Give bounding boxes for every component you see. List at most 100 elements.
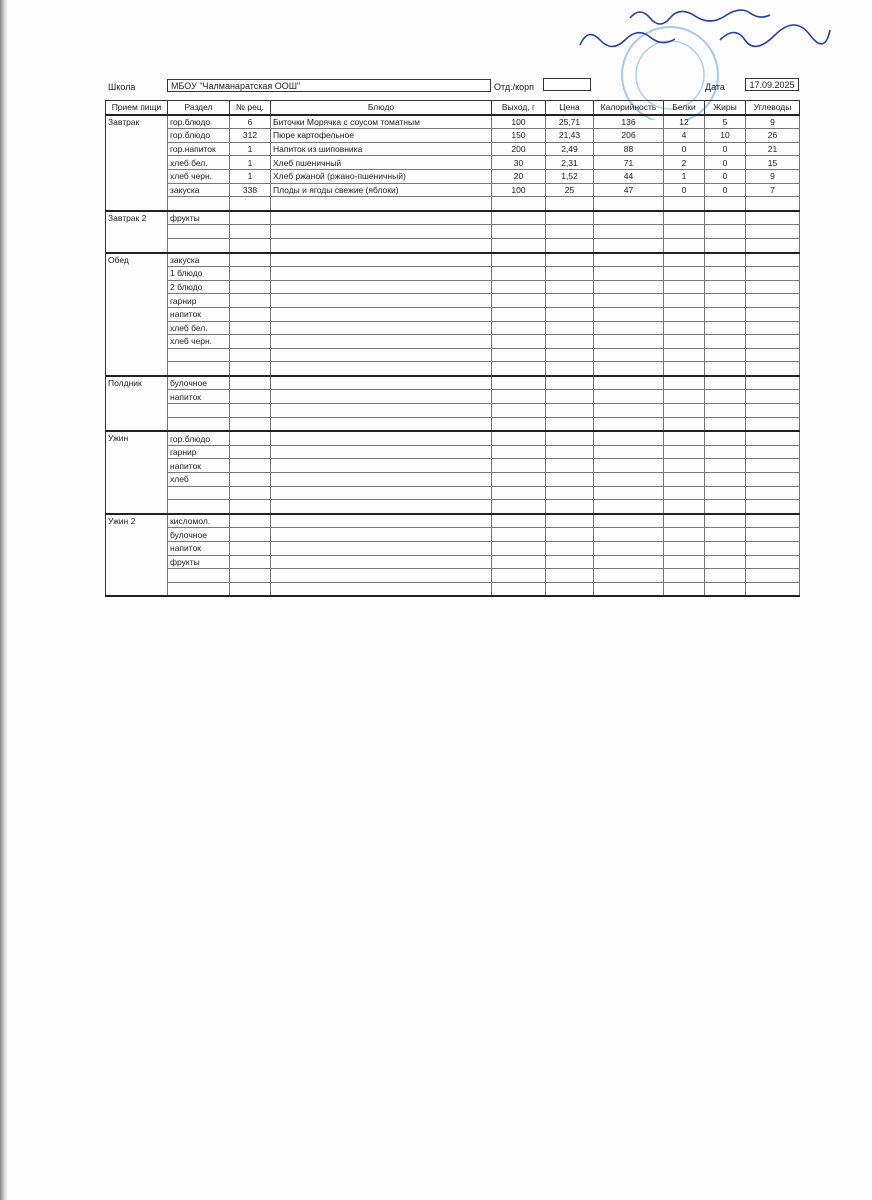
cell-dish: Плоды и ягоды свежие (яблоки) (270, 182, 492, 198)
column-header-protein: Белки (663, 99, 705, 116)
cell-carbs (745, 196, 800, 212)
cell-price (545, 306, 594, 322)
cell-section (167, 499, 230, 515)
cell-recipe-no (229, 416, 271, 432)
table-row: напиток (106, 541, 800, 556)
cell-fat (704, 237, 746, 254)
cell-fat: 5 (704, 113, 746, 130)
cell-price (545, 512, 594, 529)
cell-section: напиток (167, 458, 230, 474)
cell-yield (491, 403, 546, 418)
table-row (106, 581, 800, 597)
cell-dish (270, 361, 492, 377)
cell-calories (593, 554, 664, 570)
cell-section: хлеб бел. (167, 155, 230, 170)
cell-recipe-no (229, 554, 271, 570)
cell-section: гор.блюдо (167, 113, 230, 130)
table-row: гарнир (106, 293, 800, 308)
cell-protein (663, 209, 705, 226)
cell-calories (593, 209, 664, 226)
cell-dish (270, 209, 492, 226)
cell-section: напиток (167, 389, 230, 405)
cell-dish (270, 306, 492, 322)
cell-calories (593, 237, 664, 254)
cell-dish (270, 581, 492, 597)
cell-carbs (745, 512, 800, 529)
table-row: Ужин гор.блюдо (105, 430, 800, 515)
cell-calories: 71 (593, 155, 664, 170)
cell-section: гор.напиток (167, 141, 230, 157)
cell-dish: Пюре картофельное (270, 128, 492, 143)
cell-dish (270, 293, 492, 308)
cell-fat (704, 361, 746, 377)
cell-yield (491, 334, 546, 349)
cell-fat (704, 320, 746, 336)
table-row: 1 блюдо (106, 266, 800, 281)
cell-dish (270, 374, 492, 391)
cell-carbs (745, 458, 800, 474)
cell-fat: 0 (704, 141, 746, 157)
cell-section: закуска (167, 251, 230, 268)
cell-calories (593, 527, 664, 542)
cell-price (545, 334, 594, 349)
cell-price (545, 444, 594, 460)
cell-protein (663, 444, 705, 460)
table-row: 2 блюдо (106, 279, 800, 295)
cell-section: хлеб черн. (167, 334, 230, 349)
cell-carbs (745, 279, 800, 295)
cell-yield (491, 541, 546, 556)
cell-calories: 44 (593, 168, 664, 184)
table-row: хлеб черн. (106, 334, 800, 349)
cell-recipe-no: 312 (229, 128, 271, 143)
cell-calories (593, 389, 664, 405)
cell-protein (663, 512, 705, 529)
cell-protein (663, 581, 705, 597)
cell-recipe-no: 1 (229, 141, 271, 157)
cell-recipe-no: 338 (229, 182, 271, 198)
cell-calories (593, 334, 664, 349)
cell-carbs (745, 237, 800, 254)
cell-price (545, 416, 594, 432)
table-row: хлеб черн. 1 Хлеб ржаной (ржано-пшеничный)… (106, 168, 800, 184)
cell-yield: 100 (491, 182, 546, 198)
cell-dish (270, 403, 492, 418)
cell-protein (663, 458, 705, 474)
cell-price (545, 541, 594, 556)
cell-protein (663, 334, 705, 349)
cell-price: 2,49 (545, 141, 594, 157)
cell-carbs (745, 306, 800, 322)
cell-dish (270, 320, 492, 336)
cell-price (545, 320, 594, 336)
cell-calories: 136 (593, 113, 664, 130)
cell-dish (270, 554, 492, 570)
cell-yield (491, 568, 546, 583)
cell-yield (491, 237, 546, 254)
cell-calories (593, 444, 664, 460)
cell-carbs (745, 403, 800, 418)
cell-calories (593, 196, 664, 212)
cell-fat (704, 389, 746, 405)
cell-recipe-no (229, 472, 271, 487)
cell-fat (704, 541, 746, 556)
cell-recipe-no: 1 (229, 168, 271, 184)
column-header-fat: Жиры (704, 99, 746, 116)
cell-fat (704, 485, 746, 501)
cell-price: 1,52 (545, 168, 594, 184)
cell-section (167, 581, 230, 597)
column-header-price: Цена (545, 99, 594, 116)
cell-recipe-no (229, 237, 271, 254)
cell-carbs (745, 499, 800, 515)
cell-section: гарнир (167, 444, 230, 460)
table-row (106, 224, 800, 239)
cell-dish (270, 251, 492, 268)
cell-yield (491, 196, 546, 212)
cell-price (545, 266, 594, 281)
table-row (106, 196, 800, 212)
cell-yield (491, 485, 546, 501)
cell-dish (270, 279, 492, 295)
cell-recipe-no (229, 361, 271, 377)
table-row: Ужин 2 кисломол. (105, 512, 800, 597)
cell-section (167, 237, 230, 254)
cell-yield (491, 444, 546, 460)
cell-fat (704, 527, 746, 542)
